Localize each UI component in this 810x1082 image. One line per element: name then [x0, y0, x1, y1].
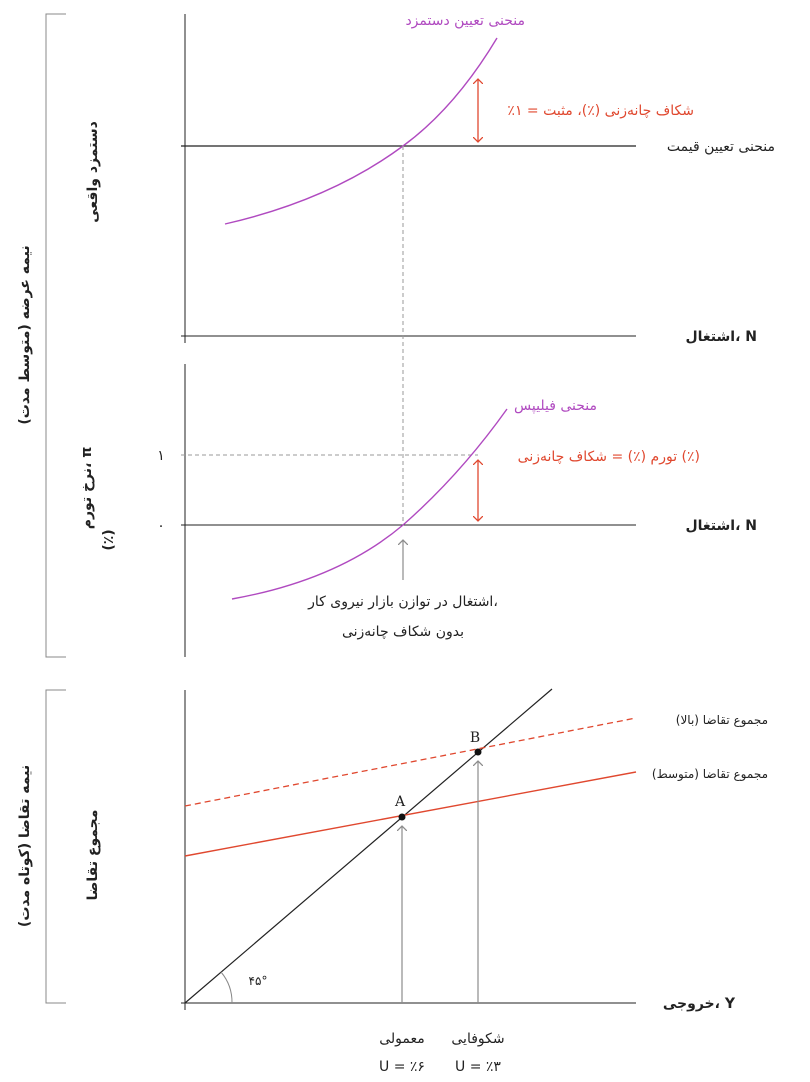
inflation-equals-gap-label: تورم (٪) = شکاف چانه‌زنی (٪) — [518, 449, 700, 465]
forty-five-degree-line — [184, 688, 553, 1004]
equilibrium-label-line1: اشتغال در توازن بازار نیروی کار، — [307, 594, 498, 610]
angle-arc — [220, 971, 233, 1004]
inflation-axis-label-line2: (٪) — [101, 529, 117, 550]
tick-zero: ۰ — [157, 518, 165, 534]
angle-label: ۴۵° — [249, 974, 268, 988]
point-b-label: B — [470, 730, 480, 746]
supply-half-bracket — [45, 13, 66, 658]
boom-label: شکوفایی — [451, 1031, 504, 1047]
demand-half-bracket — [45, 689, 66, 1004]
middle-x-axis-label: اشتغال، N — [685, 518, 757, 534]
ad-medium-line — [184, 771, 637, 857]
equilibrium-label-line2: بدون شکاف چانه‌زنی — [342, 624, 464, 640]
supply-half-label: نیمه عرضه (متوسط مدت) — [17, 245, 33, 424]
point-b-marker — [474, 748, 482, 756]
ad-high-line — [184, 717, 637, 807]
boom-unemployment-label: U = ٪۳ — [455, 1059, 501, 1075]
inflation-axis-label-line1: نرخ تورم، π — [79, 447, 95, 530]
bargaining-gap-label: ٪۱ = شکاف چانه‌زنی (٪)، مثبت — [507, 103, 694, 119]
wage-curve-label: منحنی تعیین دستمزد — [405, 13, 525, 29]
price-curve-label: منحنی تعیین قیمت — [667, 139, 775, 155]
bottom-panel: A B ۴۵° مجموع تقاضا (بالا) مجموع تقاضا (… — [181, 688, 768, 1075]
top-x-axis-label: اشتغال، N — [685, 329, 757, 345]
real-wage-axis-label: دستمزد واقعی — [85, 121, 101, 223]
normal-unemployment-label: U = ٪۶ — [379, 1059, 425, 1075]
aggregate-demand-axis-label: مجموع تقاضا — [85, 810, 101, 901]
point-a-label: A — [394, 794, 406, 810]
middle-panel: ۱ ۰ منحنی فیلیپس تورم (٪) = شکاف چانه‌زن… — [157, 364, 757, 657]
phillips-curve — [231, 408, 508, 600]
normal-label: معمولی — [379, 1031, 425, 1047]
tick-one: ۱ — [157, 448, 165, 464]
wage-setting-curve — [224, 37, 498, 225]
bottom-x-axis-label: خروجی، Y — [663, 996, 736, 1012]
demand-half-label: نیمه تقاضا (کوتاه مدت) — [17, 765, 33, 927]
point-a-marker — [398, 813, 406, 821]
ad-medium-label: مجموع تقاضا (متوسط) — [652, 767, 768, 782]
phillips-curve-label: منحنی فیلیپس — [514, 398, 597, 414]
ad-high-label: مجموع تقاضا (بالا) — [676, 713, 768, 728]
top-panel: منحنی تعیین دستمزد ٪۱ = شکاف چانه‌زنی (٪… — [181, 13, 775, 345]
